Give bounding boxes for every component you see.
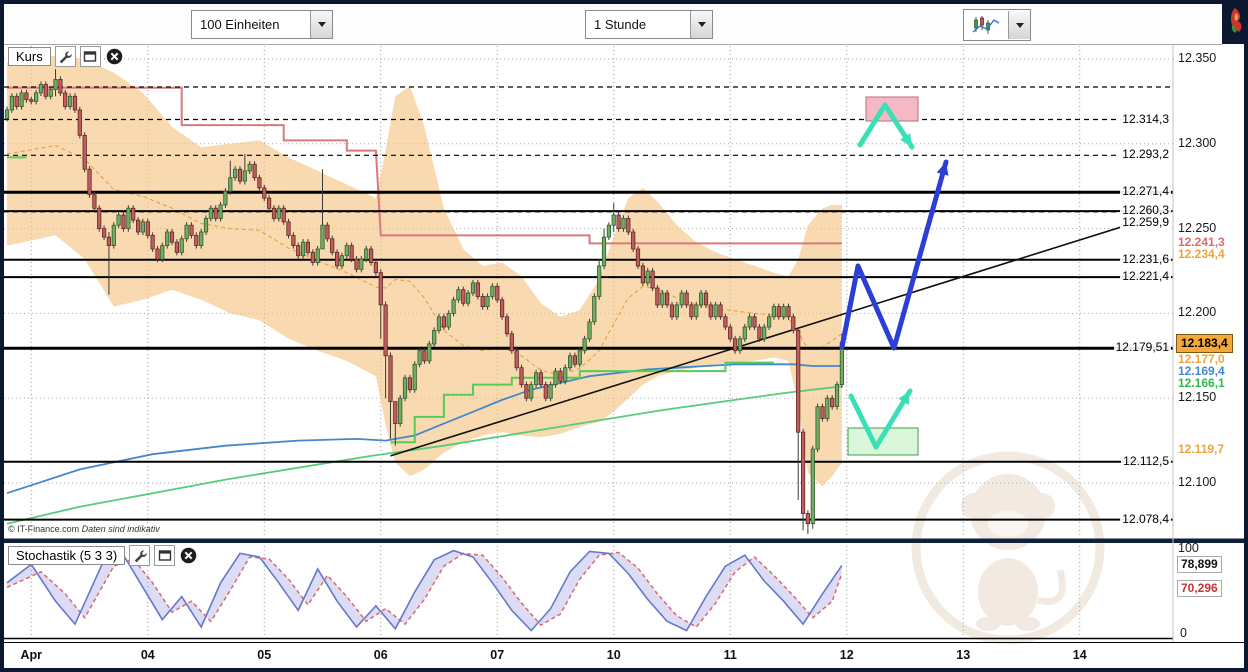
bollinger-band	[7, 55, 842, 487]
timeframe-dropdown[interactable]: 1 Stunde	[585, 10, 713, 39]
units-dropdown-arrow-icon[interactable]	[310, 11, 332, 38]
timeframe-dropdown-arrow-icon[interactable]	[690, 11, 712, 38]
window-icon	[84, 51, 97, 62]
stoch-panel-header: Stochastik (5 3 3)	[8, 545, 198, 566]
candles-layer	[4, 69, 845, 534]
price-panel-settings-button[interactable]	[54, 46, 76, 67]
close-icon	[180, 547, 197, 564]
wrench-icon	[59, 50, 72, 63]
chart-type-arrow-icon[interactable]	[1008, 11, 1030, 39]
price-panel-close-button[interactable]	[105, 47, 124, 66]
toolbar: 100 Einheiten 1 Stunde	[4, 4, 1222, 45]
units-dropdown[interactable]: 100 Einheiten	[191, 10, 333, 39]
short-rejection-arrow[interactable]	[857, 102, 915, 150]
price-panel-title: Kurs	[8, 47, 51, 66]
stoch-panel-settings-button[interactable]	[129, 545, 151, 566]
copyright-disclaimer: Daten sind indikativ	[81, 524, 160, 534]
stoch-panel-window-button[interactable]	[154, 545, 176, 566]
watermark-logo	[911, 451, 1105, 645]
projection-blue-arrow[interactable]	[839, 159, 949, 351]
stochastic-plot	[6, 549, 843, 632]
stoch-panel-close-button[interactable]	[179, 546, 198, 565]
stoch-panel-title: Stochastik (5 3 3)	[8, 546, 126, 565]
long-bounce-arrow[interactable]	[848, 388, 913, 450]
bollinger-mid-line	[6, 144, 843, 376]
chart-type-icon	[964, 10, 1008, 40]
supertrend-red-line	[7, 86, 842, 245]
window-icon	[158, 550, 171, 561]
price-panel-window-button[interactable]	[79, 46, 101, 67]
app-logo-icon[interactable]	[1222, 0, 1248, 44]
units-dropdown-value: 100 Einheiten	[200, 17, 280, 32]
stoch-k-line	[6, 549, 843, 632]
copyright-source: © IT-Finance.com	[8, 524, 80, 534]
copyright-text: © IT-Finance.com Daten sind indikativ	[8, 524, 160, 534]
ma-green-line	[6, 385, 843, 525]
wrench-icon	[134, 549, 147, 562]
price-panel-header: Kurs	[8, 46, 124, 67]
stoch-d-line	[6, 551, 843, 628]
chart-type-button[interactable]	[963, 9, 1031, 41]
close-icon	[106, 48, 122, 65]
supertrend-green-line	[390, 361, 774, 444]
timeframe-dropdown-value: 1 Stunde	[594, 17, 647, 32]
price-levels	[4, 86, 1173, 521]
trendline[interactable]	[390, 210, 1174, 457]
